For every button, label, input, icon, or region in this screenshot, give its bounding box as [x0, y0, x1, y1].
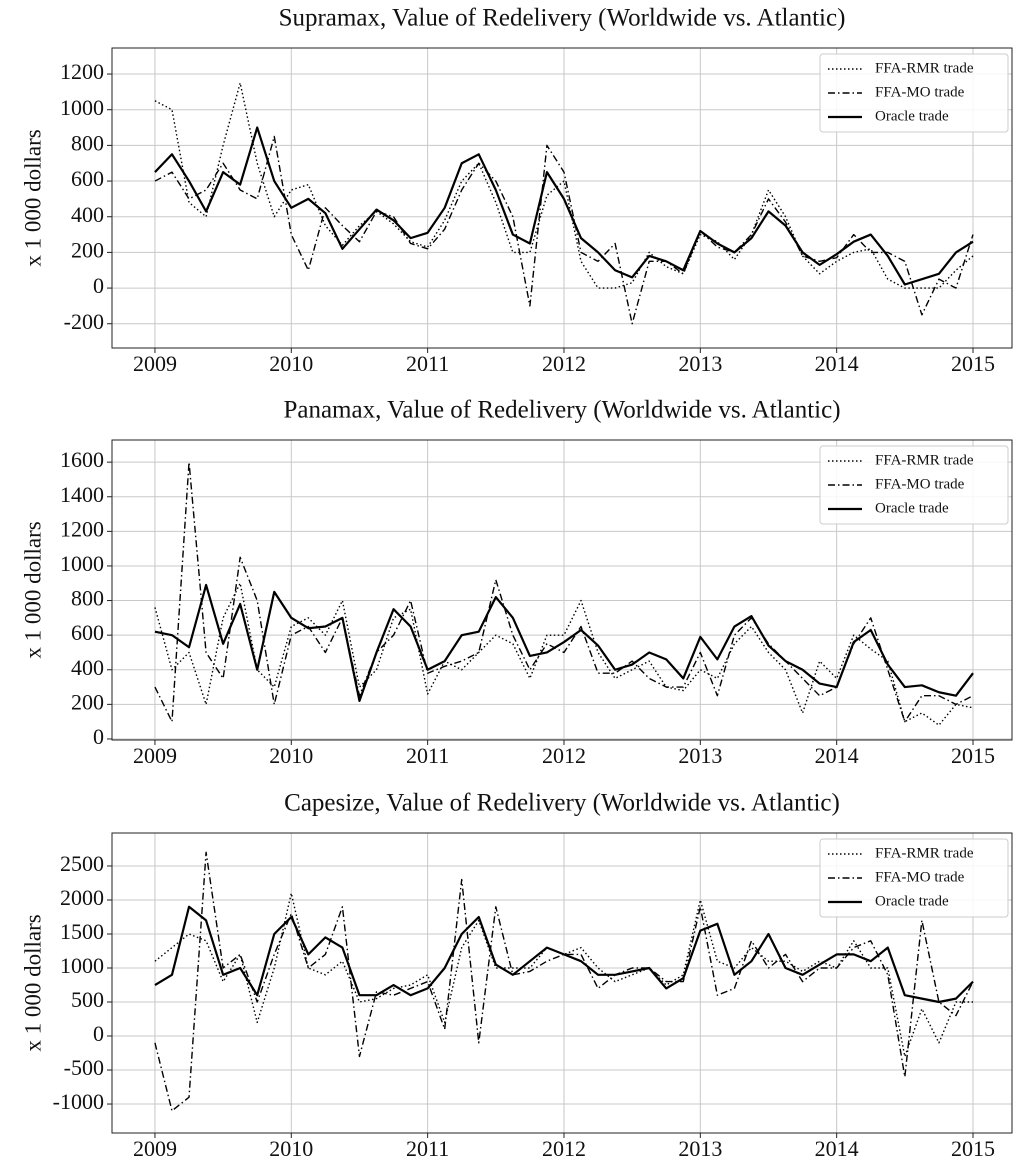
chart-title: Panamax, Value of Redelivery (Worldwide …: [283, 397, 840, 424]
y-tick-label: 500: [71, 987, 104, 1012]
y-tick-label: -1000: [53, 1089, 104, 1114]
x-tick-label: 2009: [133, 1136, 177, 1161]
y-tick-label: 1000: [60, 95, 104, 120]
x-tick-label: 2009: [133, 743, 177, 768]
x-tick-label: 2010: [269, 743, 313, 768]
y-tick-label: 1200: [60, 516, 104, 541]
y-tick-label: 800: [71, 586, 104, 611]
x-tick-label: 2015: [951, 1136, 995, 1161]
chart-title: Capesize, Value of Redelivery (Worldwide…: [284, 790, 840, 817]
x-tick-label: 2010: [269, 1136, 313, 1161]
x-tick-label: 2015: [951, 743, 995, 768]
legend-box: [819, 53, 1009, 133]
x-tick-label: 2012: [542, 743, 586, 768]
y-tick-label: 0: [93, 724, 104, 749]
y-tick-label: 2000: [60, 885, 104, 910]
y-tick-label: 2500: [60, 851, 104, 876]
y-tick-label: 0: [93, 1021, 104, 1046]
series-line: [154, 135, 974, 325]
y-tick-label: 1400: [60, 482, 104, 507]
x-tick-label: 2014: [815, 1136, 859, 1161]
y-tick-label: 1000: [60, 953, 104, 978]
plot-frame: [111, 832, 1013, 1134]
y-tick-label: 1000: [60, 551, 104, 576]
series-line: [154, 461, 974, 723]
plot-frame: [111, 439, 1013, 741]
legend-label: Oracle trade: [875, 108, 949, 124]
y-tick-label: 200: [71, 237, 104, 262]
series-line: [154, 126, 974, 286]
y-axis-label: x 1 000 dollars: [20, 129, 45, 266]
x-tick-label: 2013: [678, 1136, 722, 1161]
legend-box: [819, 445, 1009, 525]
series-line: [154, 905, 974, 1004]
x-tick-label: 2011: [406, 351, 449, 376]
series-line: [154, 82, 974, 289]
x-tick-label: 2014: [815, 351, 859, 376]
legend-label: FFA-MO trade: [875, 84, 965, 100]
x-tick-label: 2009: [133, 351, 177, 376]
y-axis-label: x 1 000 dollars: [20, 521, 45, 658]
y-tick-label: 400: [71, 655, 104, 680]
x-tick-label: 2015: [951, 351, 995, 376]
y-axis-label: x 1 000 dollars: [20, 914, 45, 1051]
x-tick-label: 2011: [406, 743, 449, 768]
series-line: [154, 583, 974, 702]
y-tick-label: -500: [64, 1055, 104, 1080]
x-tick-label: 2013: [678, 351, 722, 376]
y-tick-label: 1600: [60, 447, 104, 472]
chart-title: Supramax, Value of Redelivery (Worldwide…: [279, 5, 846, 32]
legend-label: FFA-RMR trade: [875, 452, 974, 468]
legend-label: Oracle trade: [875, 893, 949, 909]
y-tick-label: 600: [71, 166, 104, 191]
x-tick-label: 2013: [678, 743, 722, 768]
x-tick-label: 2012: [542, 351, 586, 376]
legend-label: Oracle trade: [875, 500, 949, 516]
series-line: [154, 851, 974, 1112]
y-tick-label: 800: [71, 130, 104, 155]
x-tick-label: 2011: [406, 1136, 449, 1161]
y-tick-label: 600: [71, 620, 104, 645]
x-tick-label: 2012: [542, 1136, 586, 1161]
plot-frame: [111, 47, 1013, 349]
y-tick-label: 1200: [60, 59, 104, 84]
legend-label: FFA-MO trade: [875, 476, 965, 492]
y-tick-label: 400: [71, 202, 104, 227]
legend-box: [819, 838, 1009, 918]
y-tick-label: 1500: [60, 919, 104, 944]
y-tick-label: 0: [93, 273, 104, 298]
y-tick-label: -200: [64, 309, 104, 334]
y-tick-label: 200: [71, 689, 104, 714]
legend-label: FFA-MO trade: [875, 869, 965, 885]
x-tick-label: 2014: [815, 743, 859, 768]
legend-label: FFA-RMR trade: [875, 60, 974, 76]
x-tick-label: 2010: [269, 351, 313, 376]
legend-label: FFA-RMR trade: [875, 845, 974, 861]
